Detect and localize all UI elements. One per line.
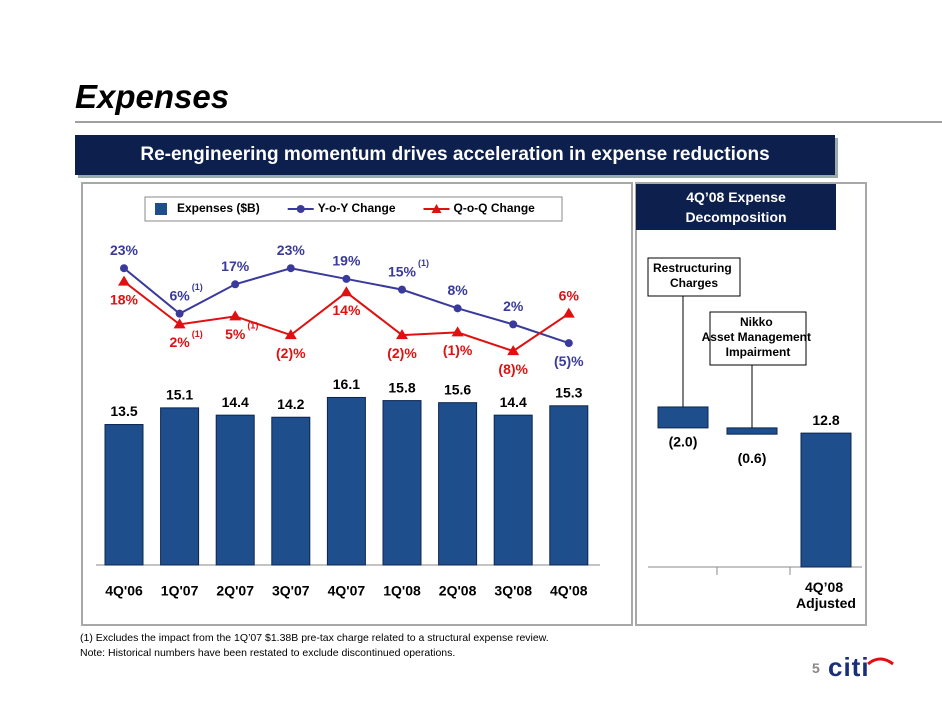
line-value-label: (2)% (276, 345, 306, 361)
bar-value-label: (0.6) (738, 450, 767, 466)
bar (657, 406, 709, 429)
legend-marker (296, 205, 305, 213)
line-marker (564, 339, 573, 348)
line-marker (509, 320, 518, 329)
bar-value-label: 15.3 (555, 385, 582, 401)
x-tick-label: 2Q'08 (439, 583, 477, 599)
line-value-label: 15% (388, 263, 417, 279)
line-marker (175, 309, 184, 318)
footnote-marker: (1) (192, 282, 203, 292)
line-marker (231, 280, 240, 289)
bar-value-label: 12.8 (812, 412, 839, 428)
line-value-label: (5)% (554, 353, 584, 369)
line-marker (507, 345, 520, 356)
panel-title: 4Q’08 Expense Decomposition (636, 184, 836, 230)
legend-label: Q-o-Q Change (454, 201, 536, 215)
logo: citi (828, 652, 870, 682)
bar-value-label: (2.0) (669, 434, 698, 450)
line-value-label: 8% (447, 282, 468, 298)
line-value-label: 18% (110, 291, 139, 307)
slide-title: Expenses (75, 78, 230, 115)
legend-label: Y-o-Y Change (318, 201, 396, 215)
x-tick-label: 1Q'07 (161, 583, 199, 599)
page-number: 5 (812, 660, 820, 676)
line-marker (398, 285, 406, 294)
callout-label: Nikko Asset Management Impairment (702, 315, 815, 359)
footnote-marker: (1) (247, 321, 258, 331)
bar (326, 396, 366, 566)
footnote-marker: (1) (418, 258, 429, 268)
line-value-label: 23% (110, 242, 139, 258)
footnote: (1) Excludes the impact from the 1Q’07 $… (80, 632, 549, 644)
line-value-label: 6% (559, 287, 580, 303)
bar (160, 407, 200, 566)
line-marker (284, 329, 297, 340)
x-tick-label: 2Q'07 (216, 583, 254, 599)
line-value-label: 2% (169, 334, 190, 350)
legend-swatch (155, 203, 167, 215)
footnote-marker: (1) (192, 329, 203, 339)
bar-value-label: 13.5 (110, 403, 137, 419)
line-marker (120, 264, 128, 273)
logo-arc (867, 657, 894, 666)
line-value-label: 14% (332, 302, 361, 318)
legend-marker (431, 204, 442, 213)
bar-value-label: 14.4 (222, 394, 249, 410)
bar-value-label: 14.4 (500, 394, 527, 410)
line-value-label: 17% (221, 258, 250, 274)
title-rule (75, 121, 942, 123)
line-marker (562, 307, 575, 318)
x-tick-label: 4Q'07 (328, 583, 366, 599)
line-value-label: 2% (503, 298, 524, 314)
line-value-label: 5% (225, 326, 246, 342)
x-tick-label: 3Q'07 (272, 583, 310, 599)
bar (726, 427, 778, 435)
line-value-label: 23% (277, 242, 306, 258)
legend-label: Expenses ($B) (177, 201, 260, 215)
bar (549, 405, 589, 566)
callout-label: Restructuring Charges (653, 261, 735, 290)
bar (271, 416, 311, 566)
line-marker (118, 275, 130, 286)
line-marker (229, 310, 242, 321)
bar-value-label: 15.8 (388, 379, 415, 395)
line-marker (396, 329, 408, 340)
line-marker (451, 326, 464, 337)
line-marker (342, 274, 351, 283)
footnote: Note: Historical numbers have been resta… (80, 647, 456, 659)
bar-value-label: 15.1 (166, 387, 193, 403)
banner: Re-engineering momentum drives accelerat… (75, 135, 835, 175)
line-value-label: 6% (169, 287, 190, 303)
bar (493, 414, 533, 566)
x-tick-label: 4Q’08 Adjusted (796, 579, 856, 611)
callout-box (647, 257, 741, 297)
bar (800, 432, 852, 568)
bar (215, 414, 255, 566)
bar-value-label: 15.6 (444, 381, 471, 397)
bar-value-label: 14.2 (277, 396, 304, 412)
bar (104, 424, 144, 566)
bar (438, 402, 478, 566)
bar-value-label: 16.1 (333, 376, 360, 392)
x-tick-label: 4Q'08 (550, 583, 588, 599)
line-value-label: (8)% (498, 361, 528, 377)
line-value-label: (2)% (387, 345, 417, 361)
line-marker (173, 318, 186, 329)
line-marker (453, 304, 462, 313)
legend-box (144, 196, 563, 222)
line-marker (286, 264, 295, 273)
x-tick-label: 1Q'08 (383, 583, 421, 599)
x-tick-label: 3Q'08 (494, 583, 532, 599)
bar (382, 400, 422, 566)
line-marker (340, 286, 353, 297)
x-tick-label: 4Q'06 (105, 583, 143, 599)
line-value-label: (1)% (443, 342, 473, 358)
line-value-label: 19% (332, 253, 361, 269)
callout-box (709, 311, 807, 366)
